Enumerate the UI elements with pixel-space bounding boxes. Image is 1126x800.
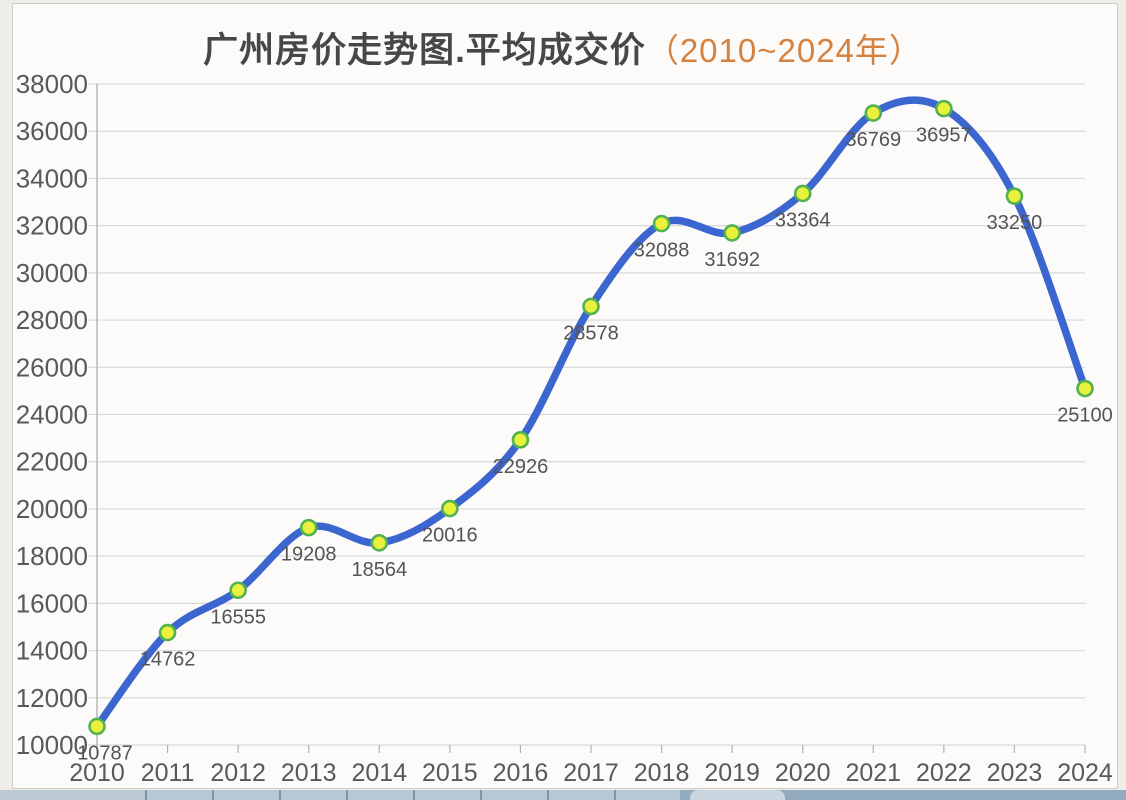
y-axis-label: 28000: [16, 305, 88, 335]
data-point-label: 10787: [77, 742, 133, 764]
data-point-label: 33364: [775, 209, 831, 231]
bottom-edge-cell-border: [346, 790, 348, 800]
chart-image-frame: [12, 3, 1118, 789]
data-point-marker: [1005, 187, 1024, 205]
y-axis-label: 14000: [16, 636, 88, 666]
chart-title: 广州房价走势图.平均成交价（2010~2024年）: [0, 33, 1126, 68]
x-axis-label: 2010: [69, 759, 125, 787]
data-point-marker: [229, 581, 247, 600]
y-axis-label: 20000: [16, 494, 88, 524]
y-axis-label: 18000: [16, 541, 88, 571]
x-axis-label: 2016: [493, 759, 549, 787]
data-point-label: 28578: [563, 322, 619, 344]
bottom-edge-cell-border: [480, 790, 482, 800]
data-point-label: 25100: [1057, 405, 1113, 427]
y-axis-label: 16000: [16, 588, 88, 618]
bottom-edge-left-segment: [0, 790, 145, 800]
data-point-label: 14762: [140, 649, 196, 671]
data-point-marker: [652, 214, 671, 233]
data-point-marker: [1076, 379, 1094, 398]
x-axis-label: 2015: [422, 759, 478, 787]
data-point-marker: [158, 623, 177, 642]
bottom-edge-cell-border: [145, 790, 147, 800]
x-axis-label: 2013: [281, 759, 337, 787]
data-point-label: 16555: [210, 606, 266, 628]
bottom-edge-cell-border: [212, 790, 214, 800]
x-axis-label: 2018: [634, 759, 690, 787]
data-point-label: 18564: [351, 559, 407, 581]
x-axis-label: 2014: [351, 759, 407, 787]
x-axis-label: 2012: [210, 759, 266, 787]
data-point-marker: [723, 224, 741, 242]
y-axis-label: 34000: [16, 163, 88, 193]
bottom-edge-cell-border: [614, 790, 616, 800]
data-point-label: 33250: [987, 212, 1043, 234]
bottom-window-edge: [0, 790, 1126, 800]
chart-title-main: 广州房价走势图.平均成交价: [203, 31, 646, 70]
bottom-edge-cell-border: [547, 790, 549, 800]
y-axis-label: 38000: [16, 69, 88, 99]
y-axis-label: 36000: [16, 116, 88, 146]
x-axis-label: 2020: [775, 759, 831, 787]
x-axis-label: 2017: [563, 759, 619, 787]
y-axis-label: 30000: [16, 258, 88, 288]
bottom-edge-right-segment: [680, 790, 1126, 800]
x-axis-label: 2011: [141, 759, 195, 787]
y-axis-label: 22000: [16, 447, 88, 477]
data-point-marker: [370, 534, 389, 552]
x-axis-label: 2023: [987, 759, 1043, 787]
data-point-marker: [793, 184, 812, 203]
x-axis-label: 2022: [916, 759, 972, 787]
data-point-label: 22926: [493, 456, 549, 478]
bottom-edge-cell-border: [413, 790, 415, 800]
bottom-edge-table-cells: [145, 790, 680, 800]
data-point-marker: [88, 717, 106, 736]
data-point-marker: [935, 99, 953, 118]
data-point-marker: [441, 499, 459, 518]
y-axis-label: 32000: [16, 211, 88, 241]
bottom-edge-cell-border: [279, 790, 281, 800]
data-point-label: 36769: [845, 129, 901, 151]
data-point-label: 32088: [634, 240, 690, 262]
data-point-marker: [864, 104, 883, 122]
chart-title-range: （2010~2024年）: [645, 32, 923, 69]
data-point-marker: [299, 518, 318, 537]
y-axis-label: 10000: [16, 730, 88, 760]
data-point-label: 31692: [704, 249, 760, 271]
x-axis-label: 2019: [704, 759, 760, 787]
data-point-marker: [582, 297, 600, 316]
bottom-edge-scroll-bump: [690, 790, 785, 800]
data-point-label: 36957: [916, 125, 972, 147]
price-line: [93, 96, 1089, 731]
x-axis-label: 2021: [845, 759, 901, 787]
data-point-marker: [511, 431, 530, 449]
y-axis-label: 24000: [16, 400, 88, 430]
data-point-label: 20016: [422, 525, 478, 547]
x-axis-label: 2024: [1057, 759, 1113, 787]
y-axis-label: 26000: [16, 352, 88, 382]
y-axis-label: 12000: [16, 683, 88, 713]
data-point-label: 19208: [281, 544, 337, 566]
